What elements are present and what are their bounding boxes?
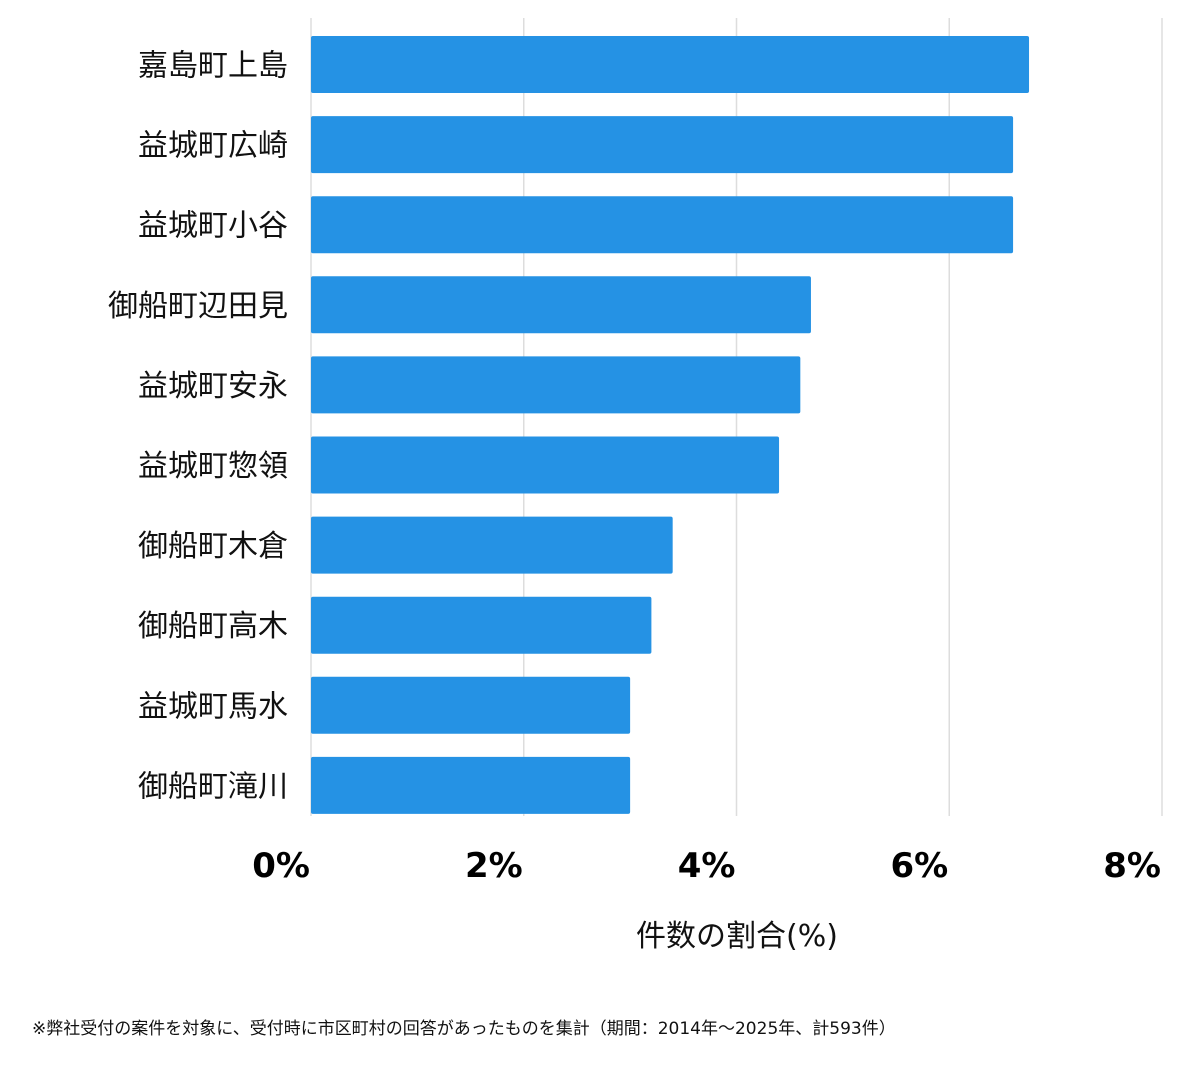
x-tick-label: 6% (891, 846, 949, 886)
bar (311, 756, 631, 814)
bar (311, 276, 811, 334)
category-label: 御船町木倉 (138, 529, 288, 564)
category-label: 益城町馬水 (138, 689, 288, 724)
bar (311, 436, 780, 494)
bar (311, 676, 631, 734)
category-labels: 嘉島町上島益城町広崎益城町小谷御船町辺田見益城町安永益城町惣領御船町木倉御船町高… (108, 49, 288, 805)
category-label: 御船町辺田見 (108, 289, 288, 324)
category-label: 益城町惣領 (138, 449, 288, 484)
bar (311, 356, 801, 414)
x-axis-title: 件数の割合(%) (636, 919, 838, 954)
x-tick-label: 4% (678, 846, 736, 886)
category-label: 御船町高木 (138, 609, 288, 644)
bar (311, 596, 652, 654)
bar (311, 516, 673, 574)
bar (311, 196, 1014, 254)
x-tick-labels: 0% 2% 4% 6% 8% (252, 846, 1161, 886)
bar (311, 116, 1014, 174)
bars (311, 36, 1030, 814)
category-label: 益城町広崎 (138, 129, 288, 164)
bar (311, 36, 1030, 93)
category-label: 益城町小谷 (138, 209, 288, 244)
x-tick-label: 0% (252, 846, 310, 886)
category-label: 益城町安永 (138, 369, 288, 404)
category-label: 御船町滝川 (138, 769, 288, 804)
footnote: ※弊社受付の案件を対象に、受付時に市区町村の回答があったものを集計（期間：201… (32, 1019, 896, 1039)
x-tick-label: 8% (1103, 846, 1161, 886)
x-tick-label: 2% (465, 846, 523, 886)
category-label: 嘉島町上島 (138, 49, 288, 84)
